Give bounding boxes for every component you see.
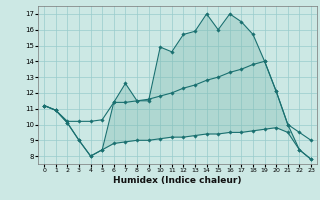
- X-axis label: Humidex (Indice chaleur): Humidex (Indice chaleur): [113, 176, 242, 185]
